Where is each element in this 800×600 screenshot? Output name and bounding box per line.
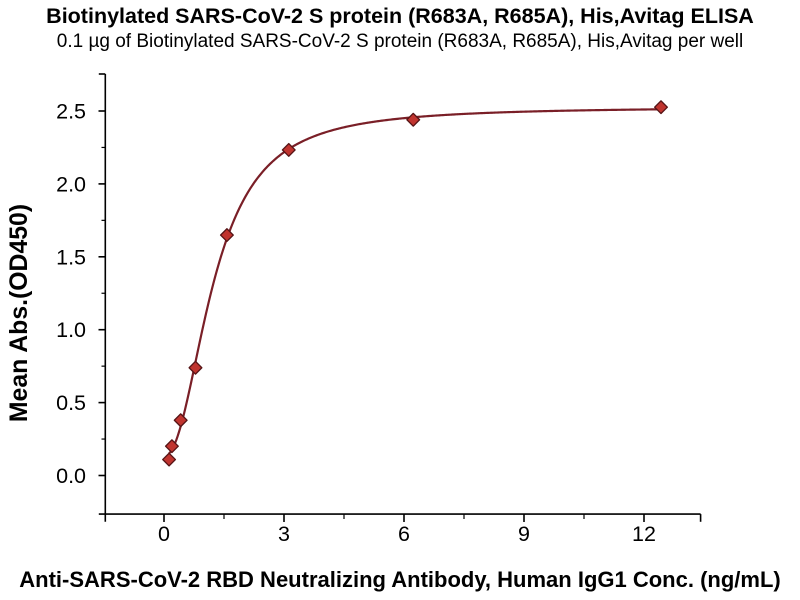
svg-text:0.5: 0.5 xyxy=(56,391,86,415)
svg-text:2.0: 2.0 xyxy=(56,172,86,196)
svg-text:1.0: 1.0 xyxy=(56,318,86,342)
svg-text:6: 6 xyxy=(398,522,410,546)
svg-text:9: 9 xyxy=(518,522,530,546)
svg-text:12: 12 xyxy=(632,522,656,546)
svg-text:0.0: 0.0 xyxy=(56,464,86,488)
svg-text:2.5: 2.5 xyxy=(56,100,86,124)
svg-text:3: 3 xyxy=(278,522,290,546)
svg-text:0: 0 xyxy=(158,522,170,546)
svg-text:1.5: 1.5 xyxy=(56,245,86,269)
